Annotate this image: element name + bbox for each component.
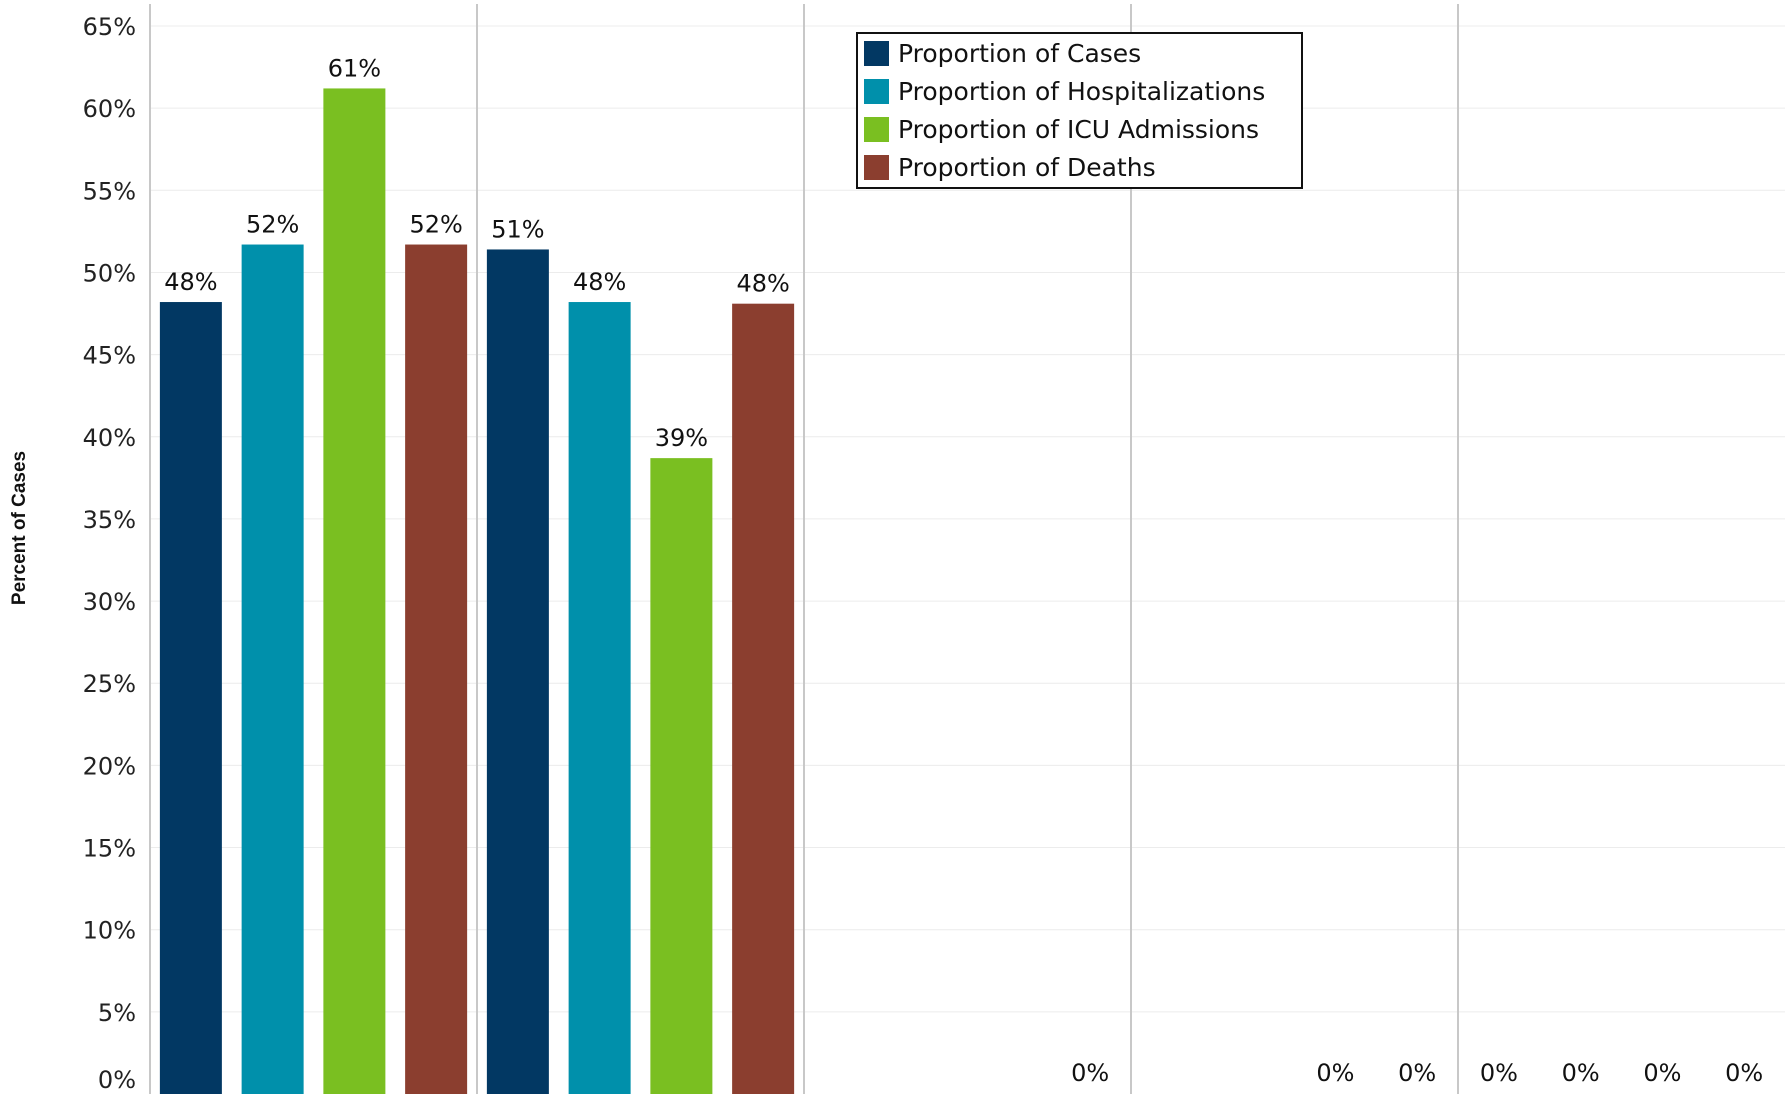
legend-swatch	[864, 79, 889, 104]
data-label: 0%	[1643, 1059, 1681, 1087]
data-label: 48%	[573, 268, 626, 296]
data-label: 52%	[409, 211, 462, 239]
data-label: 0%	[1562, 1059, 1600, 1087]
data-label: 0%	[1398, 1059, 1436, 1087]
data-labels: 48% 52% 61% 52% 51% 48% 39% 48% 0% 0% 0% 0% 0% 0% 0%	[164, 54, 1763, 1087]
bar	[323, 88, 386, 1094]
y-tick-label: 20%	[83, 752, 136, 780]
legend-entry: Proportion of Cases	[898, 39, 1141, 68]
y-axis: 0% 5% 10% 15% 20% 25% 30% 35% 40% 45% 50% 55% 60% 65%	[83, 13, 136, 1094]
bar	[732, 303, 795, 1094]
legend-entry: Proportion of ICU Admissions	[898, 115, 1259, 144]
y-tick-label: 40%	[83, 424, 136, 452]
legend-box	[856, 32, 1303, 189]
bar	[486, 249, 549, 1094]
legend-swatch	[864, 155, 889, 180]
bar	[159, 302, 222, 1094]
data-label: 0%	[1071, 1059, 1109, 1087]
bar	[568, 302, 631, 1094]
y-tick-label: 45%	[83, 342, 136, 370]
bar	[241, 244, 304, 1094]
data-label: 52%	[246, 211, 299, 239]
legend: Proportion of Cases Proportion of Hospita…	[856, 32, 1303, 189]
y-tick-label: 25%	[83, 670, 136, 698]
y-tick-label: 30%	[83, 588, 136, 616]
y-tick-label: 65%	[83, 13, 136, 41]
y-tick-label: 5%	[98, 999, 136, 1027]
y-tick-label: 60%	[83, 95, 136, 123]
data-label: 51%	[491, 215, 544, 243]
y-tick-label: 50%	[83, 259, 136, 287]
data-label: 48%	[164, 268, 217, 296]
bars	[159, 88, 795, 1094]
y-axis-label: Percent of Cases	[9, 451, 30, 605]
y-tick-label: 55%	[83, 177, 136, 205]
data-label: 61%	[328, 54, 381, 82]
bar	[650, 458, 713, 1094]
data-label: 48%	[736, 270, 789, 298]
y-tick-label: 10%	[83, 917, 136, 945]
data-label: 0%	[1316, 1059, 1354, 1087]
data-label: 0%	[1480, 1059, 1518, 1087]
legend-entry: Proportion of Deaths	[898, 153, 1156, 182]
data-label: 39%	[655, 424, 708, 452]
y-tick-label: 0%	[98, 1066, 136, 1094]
data-label: 0%	[1725, 1059, 1763, 1087]
legend-swatch	[864, 41, 889, 66]
y-tick-label: 15%	[83, 835, 136, 863]
y-tick-label: 35%	[83, 506, 136, 534]
legend-entry: Proportion of Hospitalizations	[898, 77, 1265, 106]
legend-swatch	[864, 117, 889, 142]
bar	[405, 244, 468, 1094]
